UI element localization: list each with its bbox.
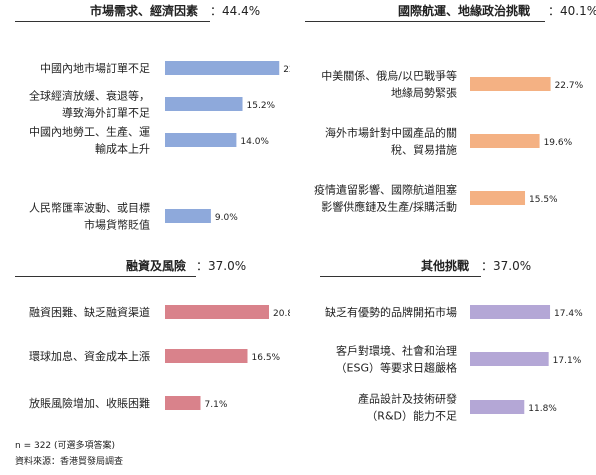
- bar-value-label: 7.1%: [205, 400, 228, 410]
- category-label: 稅、貿易措施: [391, 143, 457, 157]
- bar: [165, 133, 237, 147]
- bar-value-label: 20.8%: [273, 309, 290, 319]
- bar-value-label: 19.6%: [544, 138, 573, 148]
- bar-value-label: 11.8%: [528, 404, 557, 414]
- category-label: 客戶對環境、社會和治理: [336, 344, 457, 358]
- bar: [470, 134, 540, 148]
- title-underline: [305, 21, 545, 22]
- bar-value-label: 15.5%: [529, 195, 558, 205]
- bar-value-label: 17.1%: [553, 356, 582, 366]
- panel-title-share: ：37.0%: [196, 259, 247, 273]
- bar-value-label: 15.2%: [247, 101, 276, 111]
- category-label: （R&D）能力不足: [366, 409, 457, 423]
- category-label: 導致海外訂單不足: [62, 106, 150, 120]
- category-label: 市場貨幣貶值: [84, 218, 150, 232]
- bar: [165, 349, 248, 363]
- bar: [470, 191, 526, 205]
- bar: [165, 97, 243, 111]
- category-label: 輸成本上升: [95, 142, 150, 156]
- bar-value-label: 17.4%: [554, 309, 583, 319]
- title-underline: [15, 276, 196, 277]
- bar-value-label: 14.0%: [240, 137, 269, 147]
- bar-value-label: 9.0%: [215, 213, 238, 223]
- panel-title: 市場需求、經濟因素 ：44.4%: [0, 0, 290, 22]
- category-label: 地緣局勢緊張: [391, 86, 457, 100]
- bar: [470, 352, 549, 366]
- bar-value-label: 16.5%: [252, 353, 281, 363]
- bar: [165, 209, 211, 223]
- category-label: 影響供應鏈及生產/採購活動: [321, 200, 457, 214]
- panel-title: 國際航運、地緣政治挑戰 ：40.1%: [305, 0, 596, 22]
- bar: [470, 77, 551, 91]
- source-note: 資料來源：香港貿發局調查: [15, 457, 124, 467]
- category-label: 中美關係、俄烏/以巴戰爭等: [321, 69, 457, 83]
- panel-title: 融資及風險 ：37.0%: [0, 255, 290, 277]
- category-label: 中國內地市場訂單不足: [40, 61, 150, 75]
- panel-title-share: ：44.4%: [210, 4, 261, 18]
- panel-shipping-geopolitics: 國際航運、地緣政治挑戰 ：40.1% 22.7% 中美關係、俄烏/以巴戰爭等地緣局…: [305, 0, 596, 250]
- category-label: 人民幣匯率波動、或目標: [29, 201, 150, 215]
- sample-size-note: n = 322 (可選多項答案): [15, 441, 116, 451]
- chart-market-demand: 22.4% 中國內地市場訂單不足 15.2% 全球經濟放緩、衰退等， 導致海外訂單不足 1…: [29, 61, 290, 232]
- chart-other-challenges: 17.4% 缺乏有優勢的品牌開拓市場 17.1% 客戶對環境、社會和治理 （ESG）等要…: [325, 305, 583, 423]
- category-label: 疫情遺留影響、國際航道阻塞: [314, 183, 457, 197]
- bar: [165, 396, 201, 410]
- category-label: 中國內地勞工、生產、運: [29, 125, 150, 139]
- bar-value-label: 22.4%: [283, 65, 290, 75]
- panel-title-share: ：37.0%: [481, 259, 532, 273]
- title-underline: [15, 21, 210, 22]
- bar: [470, 400, 525, 414]
- category-label: 融資困難、缺乏融資渠道: [29, 305, 150, 319]
- panel-title-label: 市場需求、經濟因素: [90, 4, 199, 18]
- panel-title: 其他挑戰 ：37.0%: [305, 255, 596, 277]
- category-label: 缺乏有優勢的品牌開拓市場: [325, 305, 457, 319]
- bar: [165, 61, 280, 75]
- category-label: 海外市場針對中國產品的關: [325, 126, 457, 140]
- category-label: 放賬風險增加、收賬困難: [29, 396, 150, 410]
- chart-financing-risk: 20.8% 融資困難、缺乏融資渠道 16.5% 環球加息、資金成本上漲 7.1% 放賬風險…: [29, 305, 290, 410]
- panel-title-share: ：40.1%: [548, 4, 596, 18]
- panel-financing-risk: 融資及風險 ：37.0% 20.8% 融資困難、缺乏融資渠道 16.5% 環球加息、資…: [0, 255, 290, 435]
- bar: [165, 305, 269, 319]
- bar: [470, 305, 551, 319]
- panel-other-challenges: 其他挑戰 ：37.0% 17.4% 缺乏有優勢的品牌開拓市場 17.1% 客戶對環境、…: [305, 255, 596, 435]
- panel-title-label: 其他挑戰: [421, 259, 470, 273]
- panel-title-label: 國際航運、地緣政治挑戰: [398, 4, 531, 18]
- bar-value-label: 22.7%: [555, 81, 584, 91]
- category-label: 全球經濟放緩、衰退等，: [29, 89, 150, 103]
- category-label: 環球加息、資金成本上漲: [29, 349, 150, 363]
- category-label: 產品設計及技術研發: [358, 392, 457, 406]
- panel-title-label: 融資及風險: [126, 259, 187, 273]
- category-label: （ESG）等要求日趨嚴格: [336, 361, 457, 375]
- panel-market-demand: 市場需求、經濟因素 ：44.4% 22.4% 中國內地市場訂單不足 15.2% 全球經…: [0, 0, 290, 250]
- title-underline: [320, 276, 481, 277]
